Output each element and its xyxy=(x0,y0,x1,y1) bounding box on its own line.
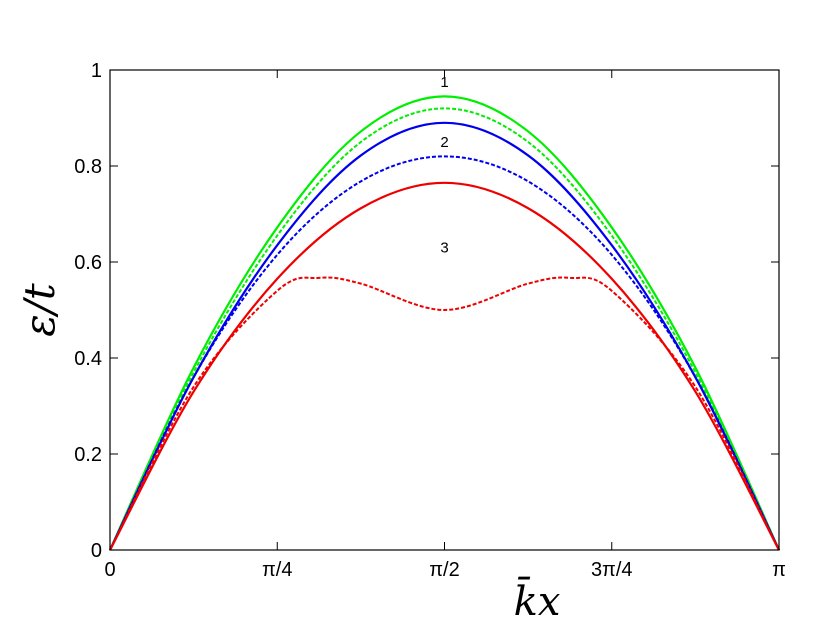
series-line-5-solid xyxy=(109,181,780,551)
series-line-6-dashed xyxy=(109,276,780,551)
y-axis-label: ε/t xyxy=(15,283,64,337)
curve-annotation-label: 3 xyxy=(440,239,448,256)
series-line-2-dashed xyxy=(109,107,780,551)
y-tick-label: 0.4 xyxy=(74,348,102,370)
y-tick-label: 0.2 xyxy=(74,444,102,466)
x-axis-label: k̄x xyxy=(514,576,561,625)
curve-annotation-label: 1 xyxy=(440,74,448,91)
series-layer xyxy=(109,95,780,551)
x-tick-label: π/4 xyxy=(262,559,292,581)
y-tick-label: 0.8 xyxy=(74,156,102,178)
x-tick-label: π xyxy=(772,559,786,581)
y-tick-label: 0 xyxy=(91,540,102,562)
annotation-layer: 1 2 3 xyxy=(440,74,448,257)
tick-layer: 0 π/4 π/2 3π/4 π 0 0.2 0.4 0.6 0.8 1 xyxy=(74,60,786,581)
x-tick-label: π/2 xyxy=(429,559,459,581)
y-tick-label: 0.6 xyxy=(74,252,102,274)
y-tick-label: 1 xyxy=(91,60,102,82)
series-line-1-solid xyxy=(109,95,780,551)
curve-annotation-label: 2 xyxy=(440,134,448,151)
series-line-4-dashed xyxy=(109,155,780,551)
x-tick-label: 3π/4 xyxy=(591,559,633,581)
x-tick-label: 0 xyxy=(104,559,115,581)
